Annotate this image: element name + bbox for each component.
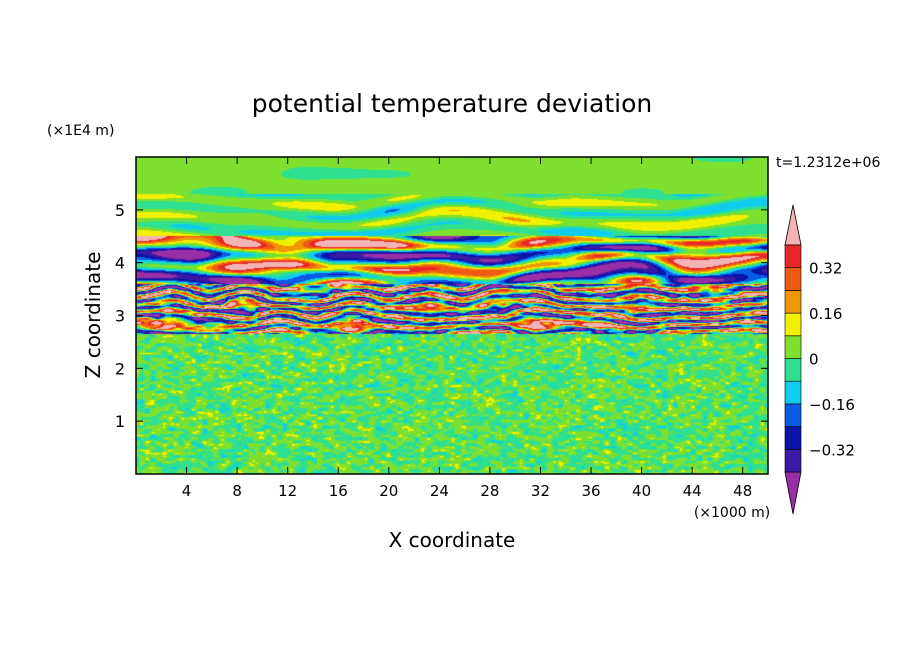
y-tick-label: 4 [115, 254, 125, 273]
chart-title: potential temperature deviation [252, 89, 652, 118]
colorbar-segment [784, 448, 802, 473]
x-tick-label: 32 [531, 482, 550, 500]
y-tick-label: 3 [115, 307, 125, 326]
colorbar-over-triangle [784, 204, 802, 246]
colorbar-segment [784, 267, 802, 291]
contour-field [136, 157, 768, 474]
y-axis: 1 2 3 4 5 [115, 201, 768, 431]
plot-area [135, 156, 769, 475]
colorbar-segment [784, 335, 802, 359]
x-tick-label: 28 [480, 482, 499, 500]
colorbar-segment [784, 403, 802, 427]
colorbar-tick-label: −0.16 [809, 396, 855, 414]
x-tick-label: 36 [581, 482, 600, 500]
x-axis: 4 8 12 16 20 24 28 32 36 40 44 48 [182, 157, 752, 500]
y-tick-label: 1 [115, 412, 125, 431]
y-axis-label: Z coordinate [81, 252, 105, 379]
x-unit-label: (×1000 m) [694, 505, 770, 521]
colorbar-segment [784, 358, 802, 382]
y-tick-label: 2 [115, 359, 125, 378]
y-tick-label: 5 [115, 201, 125, 220]
colorbar-segment [784, 426, 802, 450]
colorbar-tick-label: 0.32 [809, 260, 842, 278]
x-tick-label: 16 [329, 482, 348, 500]
x-tick-label: 48 [733, 482, 752, 500]
colorbar-under-triangle [784, 471, 802, 515]
colorbar-segment [784, 380, 802, 405]
colorbar-segment [784, 290, 802, 314]
x-tick-label: 8 [232, 482, 242, 500]
x-tick-label: 12 [278, 482, 297, 500]
x-tick-label: 44 [683, 482, 702, 500]
colorbar-segment [784, 312, 802, 337]
x-axis-label: X coordinate [389, 528, 516, 552]
colorbar-tick-label: 0.16 [809, 305, 842, 323]
x-tick-label: 20 [379, 482, 398, 500]
x-tick-label: 24 [430, 482, 449, 500]
colorbar-segment [784, 244, 802, 269]
y-unit-label: (×1E4 m) [47, 123, 114, 139]
x-tick-label: 40 [632, 482, 651, 500]
colorbar: 0.32 0.16 0 −0.16 −0.32 [784, 204, 855, 515]
colorbar-tick-label: 0 [809, 351, 819, 369]
colorbar-tick-label: −0.32 [809, 441, 855, 459]
x-tick-label: 4 [182, 482, 192, 500]
time-label: t=1.2312e+06 [776, 155, 880, 171]
